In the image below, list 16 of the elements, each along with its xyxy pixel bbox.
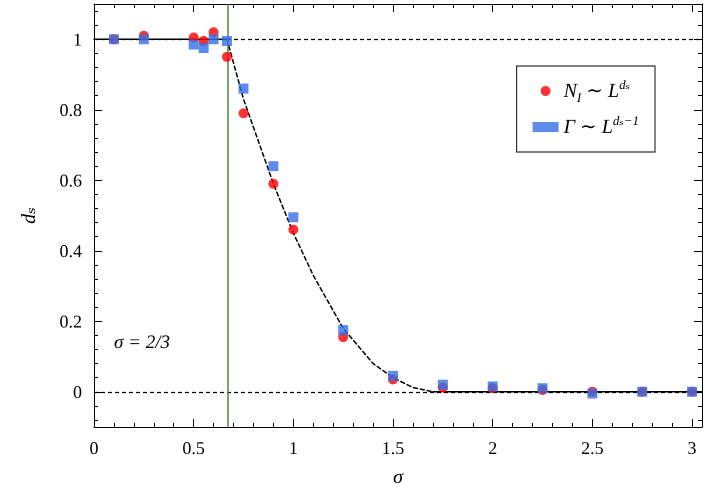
y-tick-label: 0.6: [60, 170, 82, 190]
x-tick-label: 0.5: [182, 438, 205, 458]
x-tick-label: 0: [90, 438, 98, 458]
x-tick-label: 2: [488, 438, 498, 458]
y-tick-label: 0.2: [60, 311, 82, 332]
y-tick-label: 0: [73, 382, 82, 402]
y-tick-label: 0.4: [60, 240, 82, 261]
x-tick-label: 2.5: [581, 438, 604, 458]
annotation: σ = 2/3: [114, 332, 170, 353]
x-axis-title: σ: [393, 466, 404, 488]
y-tick-label: 0.8: [60, 100, 82, 120]
y-axis-title: dₛ: [18, 207, 40, 224]
y-tick-label: 1: [73, 29, 82, 50]
x-tick-label: 1: [288, 438, 298, 458]
x-tick-label: 3: [688, 438, 697, 458]
x-tick-label: 1.5: [382, 438, 404, 458]
